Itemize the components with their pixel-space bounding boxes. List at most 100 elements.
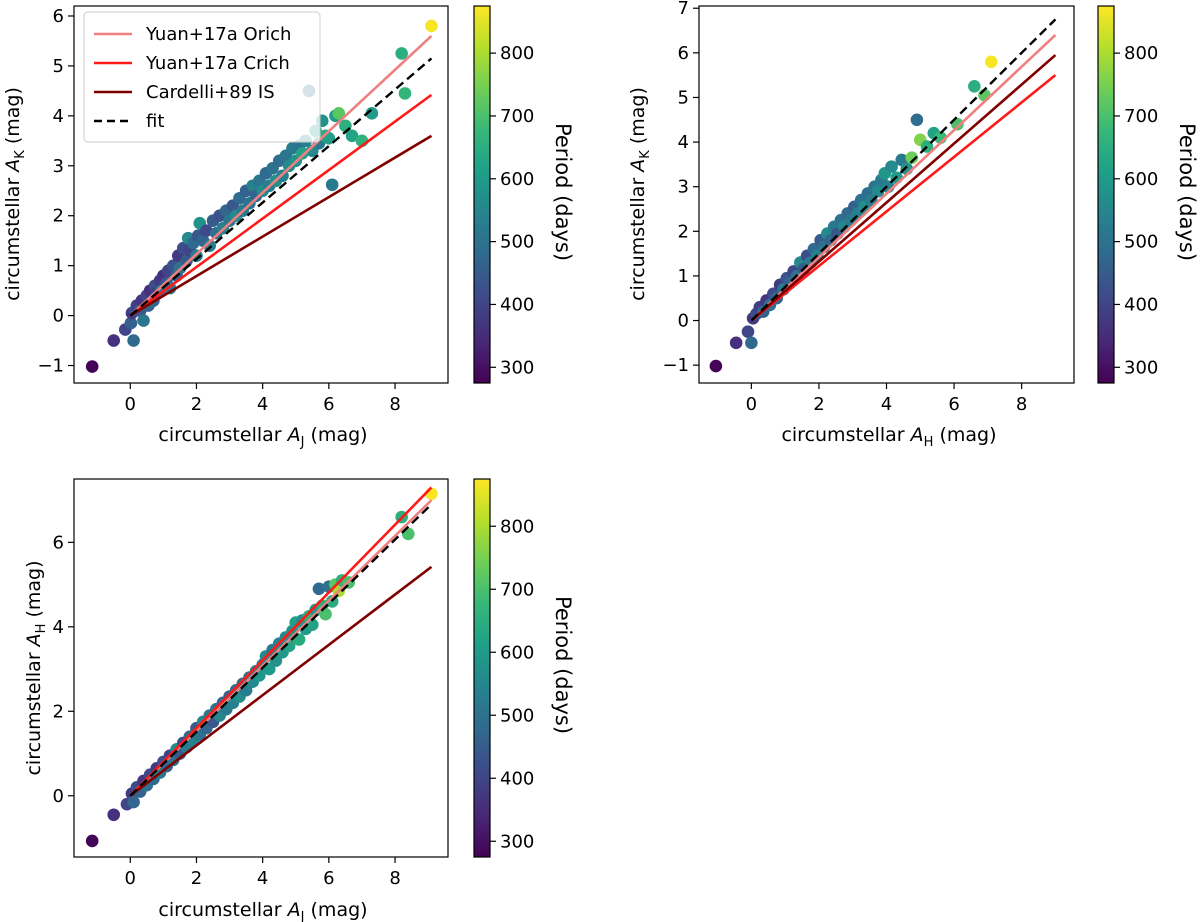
colorbar-tick-label: 500 — [1124, 232, 1158, 253]
y-tick-label: −1 — [37, 356, 64, 377]
series-line — [129, 503, 433, 797]
colorbar-tick-label: 400 — [500, 294, 534, 315]
y-tick-label: 5 — [53, 56, 64, 77]
y-tick-label: 0 — [53, 786, 64, 807]
colorbar-tick-label: 500 — [500, 705, 534, 726]
series-line — [129, 565, 433, 797]
legend-label: Yuan+17a Crich — [145, 53, 290, 74]
colorbar-tick-label: 800 — [500, 516, 534, 537]
colorbar-tick-label: 300 — [500, 831, 534, 852]
y-tick-label: 1 — [53, 256, 64, 277]
y-axis-label: circumstellar AK (mag) — [627, 87, 653, 301]
series-line — [750, 74, 1057, 322]
colorbar-tick-label: 700 — [1124, 106, 1158, 127]
y-tick-label: 3 — [678, 177, 689, 198]
plot-area: 0 2 4 6 8 −1 0 1 2 3 4 5 6 7 — [662, 0, 1075, 415]
x-tick-label: 2 — [191, 868, 202, 889]
colorbar-tick-label: 400 — [500, 768, 534, 789]
legend: Yuan+17a Orich Yuan+17a Crich Cardelli+89 … — [83, 11, 321, 143]
scatter-point — [885, 160, 898, 173]
plot-area: 0 2 4 6 8 0 2 4 6 — [53, 478, 449, 889]
y-tick-label: 2 — [53, 206, 64, 227]
y-tick-label: 2 — [678, 221, 689, 242]
y-tick-label: 6 — [53, 532, 64, 553]
x-tick-label: 8 — [389, 868, 400, 889]
scatter-point — [124, 316, 138, 330]
model-lines — [129, 486, 433, 797]
x-tick-label: 6 — [323, 394, 334, 415]
scatter-point — [107, 808, 121, 822]
panel-1: 0 2 4 6 8 −1 0 1 2 3 4 5 6 circumstellar AJ (mag) ci… — [2, 5, 575, 450]
y-tick-label: 3 — [53, 156, 64, 177]
colorbar-tick-label: 700 — [500, 106, 534, 127]
colorbar-gradient — [473, 478, 491, 858]
scatter-point — [984, 55, 998, 69]
legend-label: Yuan+17a Orich — [145, 24, 291, 45]
x-tick-label: 4 — [881, 394, 892, 415]
scatter-points — [709, 55, 998, 373]
y-tick-label: 6 — [53, 6, 64, 27]
scatter-point — [968, 80, 981, 93]
x-tick-label: 6 — [948, 394, 959, 415]
x-axis-label: circumstellar AH (mag) — [781, 424, 996, 450]
colorbar-tick-label: 300 — [500, 357, 534, 378]
scatter-point — [709, 359, 723, 373]
scatter-point — [745, 336, 758, 350]
scatter-point — [871, 184, 885, 198]
colorbar-tick-label: 300 — [1124, 357, 1158, 378]
scatter-point — [345, 129, 359, 143]
x-tick-label: 0 — [125, 868, 136, 889]
colorbar: 300 400 500 600 700 800 — [473, 5, 534, 384]
x-tick-label: 0 — [746, 394, 757, 415]
colorbar-tick-label: 800 — [500, 43, 534, 64]
scatter-point — [905, 151, 919, 164]
y-tick-label: 0 — [53, 306, 64, 327]
y-tick-label: 4 — [678, 132, 689, 153]
x-axis-label: circumstellar AJ (mag) — [158, 899, 367, 922]
scatter-point — [127, 334, 140, 347]
colorbar: 300 400 500 600 700 800 — [1097, 5, 1158, 384]
scatter-point — [200, 224, 213, 238]
series-line — [750, 18, 1057, 322]
x-tick-label: 8 — [1016, 394, 1027, 415]
axes-frame — [73, 478, 449, 858]
scatter-point — [395, 47, 408, 60]
legend-label: fit — [146, 111, 164, 132]
y-tick-label: 7 — [678, 0, 689, 19]
scatter-point — [729, 336, 743, 350]
colorbar: 300 400 500 600 700 800 — [473, 478, 534, 858]
colorbar-tick-label: 600 — [1124, 169, 1158, 190]
series-line — [129, 57, 433, 317]
colorbar-tick-label: 600 — [500, 169, 534, 190]
model-lines — [129, 35, 433, 317]
y-tick-label: 1 — [678, 266, 689, 287]
scatter-point — [85, 360, 99, 373]
colorbar-tick-label: 400 — [1124, 294, 1158, 315]
scatter-point — [741, 325, 755, 338]
series-line — [129, 486, 433, 797]
y-tick-label: 0 — [678, 311, 689, 332]
scatter-point — [398, 87, 412, 100]
scatter-point — [203, 239, 216, 252]
y-tick-label: 4 — [53, 106, 64, 127]
panel-3: 0 2 4 6 8 0 2 4 6 circumstellar AJ (mag) circums… — [23, 478, 575, 922]
scatter-point — [332, 107, 346, 120]
scatter-point — [137, 314, 150, 327]
x-axis-label: circumstellar AJ (mag) — [158, 424, 367, 450]
colorbar-gradient — [1097, 5, 1115, 384]
y-tick-label: −1 — [662, 355, 689, 376]
panel-2: 0 2 4 6 8 −1 0 1 2 3 4 5 6 7 circumstellar AH (mag) c… — [627, 0, 1199, 450]
y-tick-label: 2 — [53, 701, 64, 722]
y-axis-label: circumstellar AH (mag) — [23, 560, 49, 775]
y-axis-label: circumstellar AK (mag) — [2, 87, 28, 301]
colorbar-label: Period (days) — [551, 123, 575, 261]
x-tick-label: 4 — [257, 868, 268, 889]
y-tick-label: 4 — [53, 617, 64, 638]
scatter-point — [425, 19, 438, 33]
y-tick-label: 6 — [678, 43, 689, 64]
scatter-point — [127, 795, 140, 809]
scatter-point — [312, 582, 326, 596]
colorbar-label: Period (days) — [1175, 123, 1199, 261]
colorbar-label: Period (days) — [551, 596, 575, 734]
